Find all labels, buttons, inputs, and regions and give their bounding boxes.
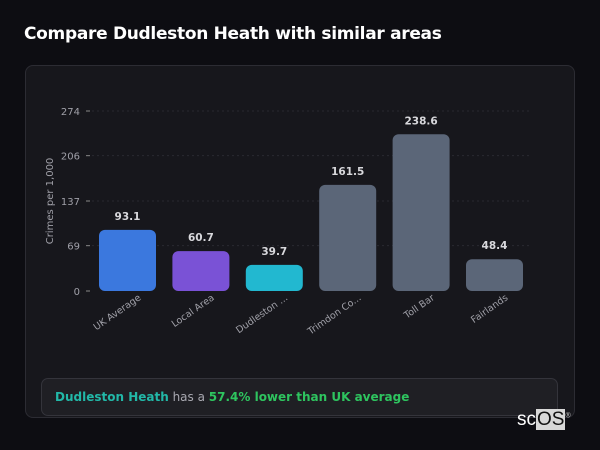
y-tick-label: 206	[61, 152, 80, 163]
x-tick-label: Fairlands	[469, 292, 510, 325]
bar-value-label: 60.7	[188, 232, 214, 244]
bar-value-label: 161.5	[331, 166, 364, 178]
bar-value-label: 48.4	[482, 240, 508, 252]
bar-value-label: 93.1	[115, 211, 141, 223]
x-tick-label: Toll Bar	[401, 292, 437, 321]
x-tick-label: UK Average	[92, 292, 144, 333]
x-tick-label: Dudleston ...	[234, 292, 290, 336]
summary-area: Dudleston Heath	[55, 390, 169, 404]
y-tick-label: 0	[74, 287, 80, 298]
summary-comparison: 57.4% lower than UK average	[208, 390, 410, 404]
bar-5	[466, 259, 523, 291]
bar-4	[392, 134, 450, 291]
bar-2	[245, 264, 303, 291]
bar-1	[172, 251, 230, 291]
y-axis-label: Crimes per 1,000	[45, 158, 56, 245]
bar-value-label: 39.7	[261, 246, 287, 258]
bar-0	[99, 229, 156, 291]
y-tick-label: 69	[67, 242, 80, 253]
bar-value-label: 238.6	[404, 115, 437, 127]
watermark-logo: scOS®	[517, 409, 571, 430]
bar-3	[319, 184, 377, 291]
page-title: Compare Dudleston Heath with similar are…	[24, 24, 442, 44]
y-tick-label: 137	[61, 197, 80, 208]
summary-middle: has a	[168, 390, 209, 404]
x-tick-label: Trimdon Co...	[305, 292, 363, 337]
x-tick-label: Local Area	[170, 292, 217, 329]
summary-box: Dudleston Heath has a 57.4% lower than U…	[41, 378, 558, 416]
y-tick-label: 274	[61, 107, 80, 118]
